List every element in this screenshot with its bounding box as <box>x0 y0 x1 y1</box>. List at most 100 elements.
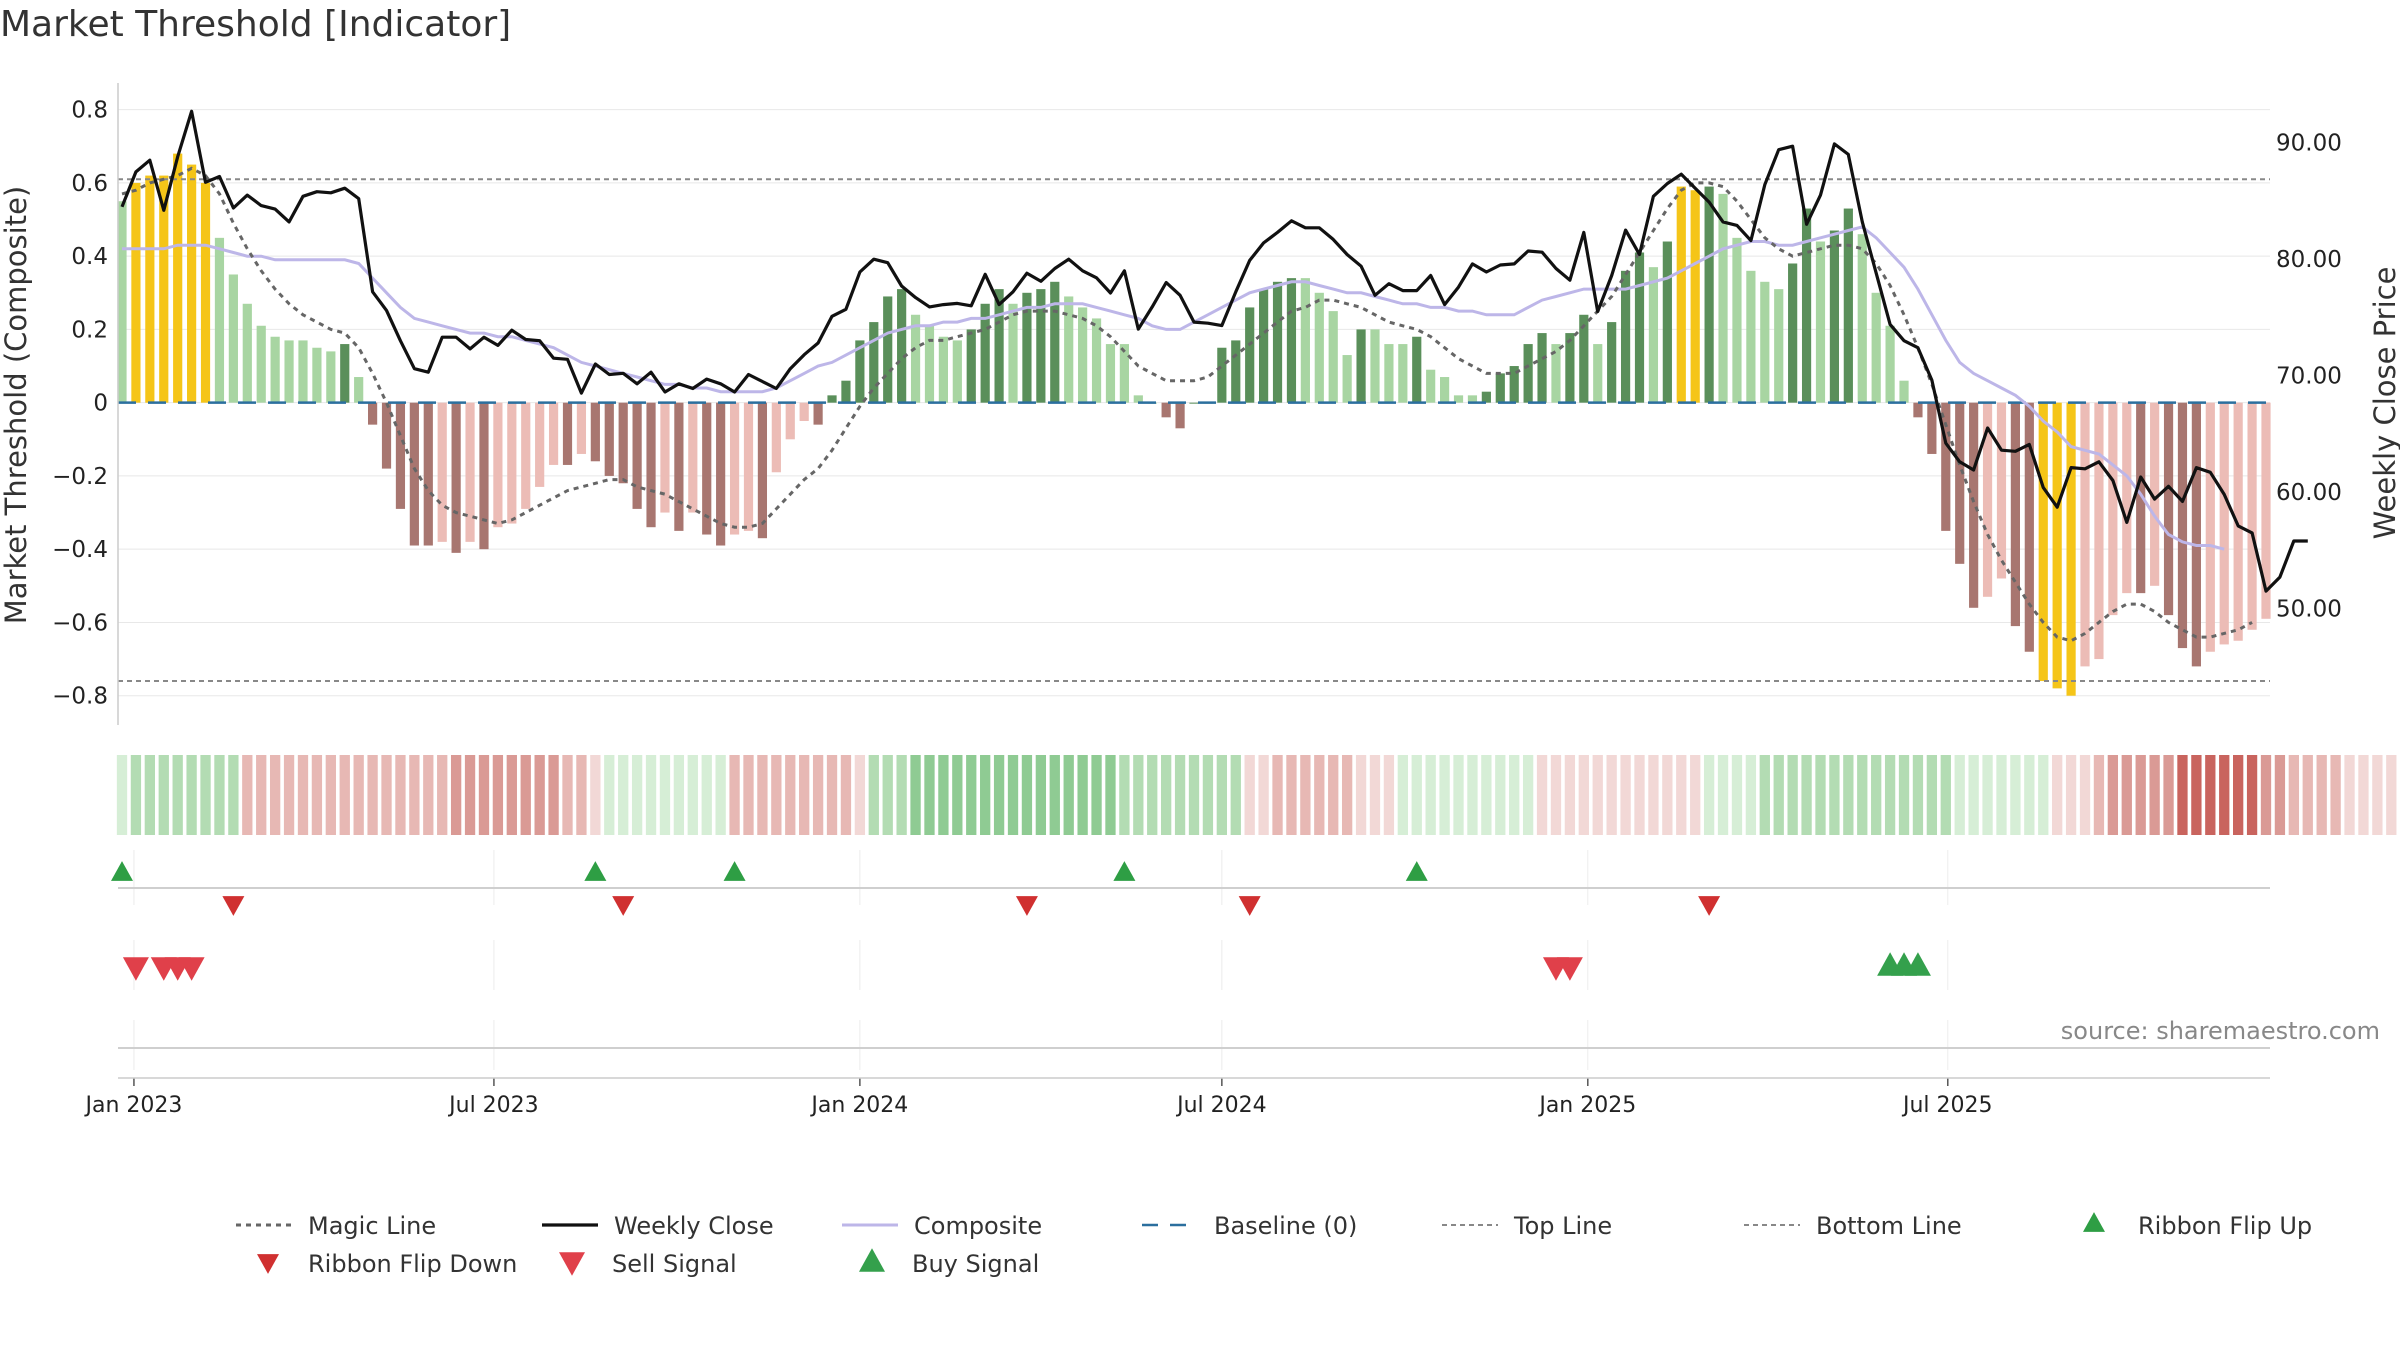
ribbon-cell <box>1996 755 2007 835</box>
ribbon-cell <box>1091 755 1102 835</box>
composite-bar <box>855 340 865 403</box>
composite-bar <box>1774 289 1784 403</box>
ribbon-cell <box>659 755 671 835</box>
ribbon-cell <box>1439 755 1450 835</box>
ribbon-cell <box>799 755 810 835</box>
ribbon-cell <box>1606 755 1617 835</box>
composite-bar <box>980 303 990 403</box>
x-tick-label: Jul 2025 <box>1901 1093 1993 1118</box>
composite-bar <box>1579 314 1589 403</box>
ribbon-cell <box>1536 755 1548 835</box>
composite-bar <box>2094 402 2104 660</box>
ribbon-cell <box>1105 755 1116 835</box>
ribbon-cell <box>1328 755 1339 835</box>
indicator-lines <box>118 109 2308 683</box>
composite-bar <box>1955 402 1965 564</box>
ribbon-cell <box>1787 755 1798 835</box>
ribbon-cell <box>1745 755 1757 835</box>
composite-bar <box>604 402 614 476</box>
ribbon-cell <box>2038 755 2049 835</box>
legend-label: Buy Signal <box>912 1250 1039 1278</box>
ribbon-cell <box>576 755 587 835</box>
ribbon-cell <box>812 755 824 835</box>
ribbon-flip-up-marker <box>1113 861 1136 881</box>
ribbon-cell <box>1717 755 1729 835</box>
ribbon-cell <box>1300 755 1311 835</box>
ribbon-cell <box>604 755 615 835</box>
ribbon-cell <box>506 755 517 835</box>
ribbon-cell <box>2386 755 2397 835</box>
composite-bar <box>493 402 503 528</box>
ribbon-strip <box>116 755 2397 835</box>
composite-bar <box>1064 296 1074 403</box>
ribbon-cell <box>1286 755 1297 835</box>
ribbon-cell <box>2260 755 2272 835</box>
ribbon-cell <box>2219 755 2230 835</box>
ribbon-cell <box>1592 755 1603 835</box>
composite-bar <box>354 377 364 403</box>
composite-bar <box>2052 402 2062 689</box>
ribbon-cell <box>1968 755 1979 835</box>
composite-bar <box>1495 373 1505 403</box>
ribbon-flip-down-marker <box>1015 896 1038 916</box>
composite-bar <box>1412 336 1422 403</box>
composite-bar <box>381 402 392 469</box>
y-left-tick-label: −0.6 <box>52 610 108 636</box>
composite-bar <box>1760 281 1770 403</box>
ribbon-cell <box>1731 755 1743 835</box>
composite-bar <box>1091 318 1102 403</box>
composite-bar <box>1537 333 1547 403</box>
composite-bar <box>869 322 879 403</box>
composite-bar <box>2219 402 2229 645</box>
composite-bar <box>451 402 461 553</box>
y-right-tick-label: 60.00 <box>2276 480 2342 506</box>
ribbon-cell <box>1049 755 1060 835</box>
legend-label: Composite <box>914 1212 1042 1240</box>
composite-bar <box>994 289 1004 403</box>
y-left-tick-label: 0.4 <box>71 244 108 270</box>
legend-label: Baseline (0) <box>1214 1212 1357 1240</box>
ribbon-cell <box>1481 755 1492 835</box>
ribbon-cell <box>2191 755 2202 835</box>
y-left-tick-label: 0.6 <box>71 171 108 197</box>
composite-bar <box>688 402 698 513</box>
composite-bar <box>145 175 155 403</box>
composite-bar <box>2261 402 2271 619</box>
ribbon-cell <box>2302 755 2313 835</box>
composite-bar <box>1370 329 1380 403</box>
composite-bar <box>1704 186 1714 403</box>
ribbon-cell <box>952 755 963 835</box>
ribbon-cell <box>2093 755 2105 835</box>
composite-bar <box>646 402 656 528</box>
y-left-tick-label: 0 <box>93 391 108 417</box>
x-tick-label: Jan 2023 <box>83 1093 182 1118</box>
ribbon-cell <box>645 755 657 835</box>
composite-bars <box>117 153 2271 696</box>
ribbon-cell <box>562 755 573 835</box>
composite-bar <box>1941 402 1951 531</box>
composite-bar <box>1732 237 1742 403</box>
composite-bar <box>1008 303 1018 403</box>
ribbon-cell <box>1703 755 1715 835</box>
composite-bar <box>200 182 211 403</box>
ribbon-cell <box>631 755 643 835</box>
ribbon-cell <box>2330 755 2341 835</box>
composite-bar <box>1509 366 1519 403</box>
ribbon-cell <box>228 755 239 835</box>
composite-bar <box>1788 263 1798 403</box>
ribbon-cell <box>283 755 295 835</box>
ribbon-cell <box>1871 755 1882 835</box>
composite-bar <box>1718 193 1728 403</box>
ribbon-cell <box>1425 755 1436 835</box>
grid-lines <box>118 109 2270 1070</box>
ribbon-cell <box>423 755 434 835</box>
composite-bar <box>507 402 517 524</box>
composite-bar <box>757 402 768 539</box>
ribbon-cell <box>2344 755 2355 835</box>
legend-item-top: Top Line <box>1442 1212 1612 1240</box>
ribbon-cell <box>673 755 685 835</box>
ribbon-cell <box>1912 755 1924 835</box>
ribbon-cell <box>464 755 476 835</box>
legend-item-magic: Magic Line <box>236 1212 436 1240</box>
y-left-tick-label: −0.4 <box>52 537 108 563</box>
